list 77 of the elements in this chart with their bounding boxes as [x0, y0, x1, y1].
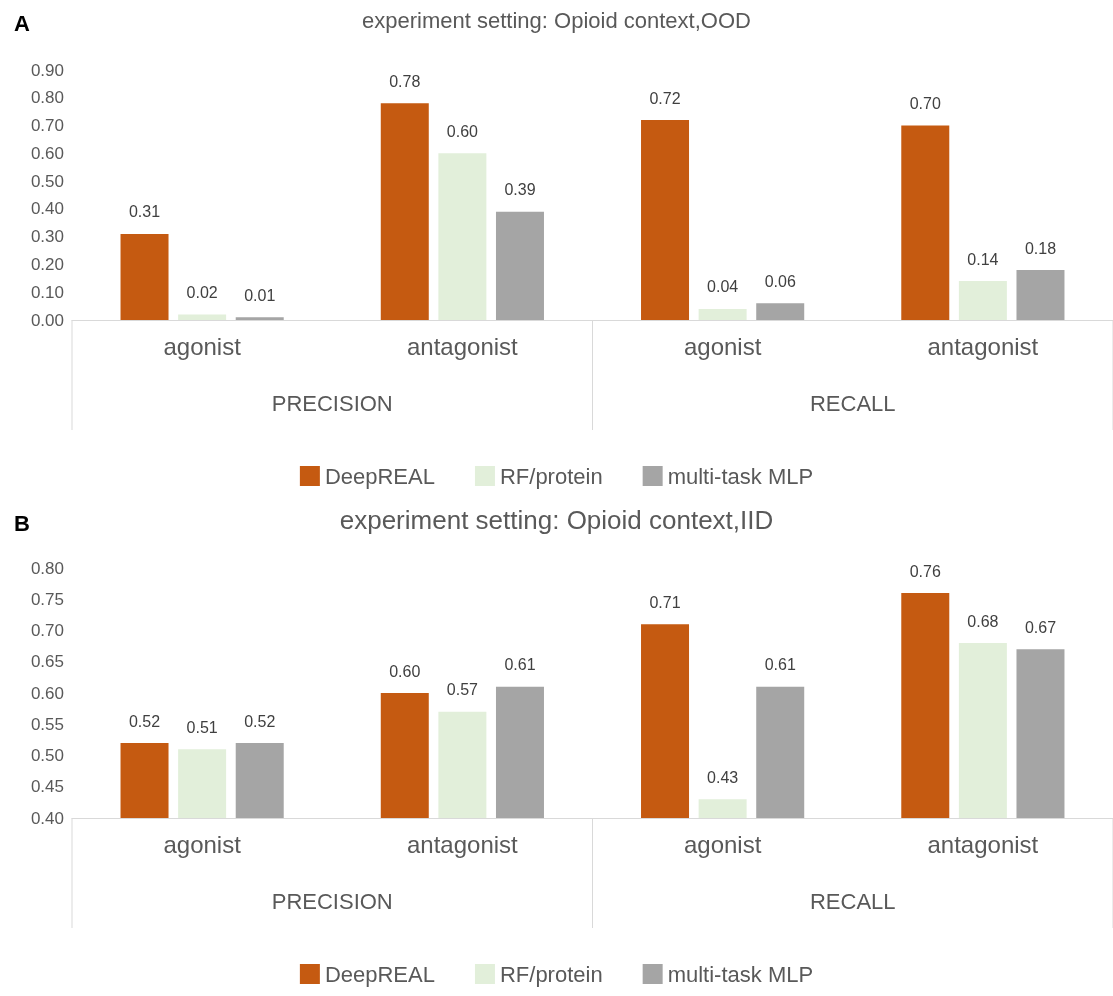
y-tick-label: 0.40: [30, 808, 64, 828]
x-tick-label: antagonist: [927, 830, 1039, 858]
x-tick-label: agonist: [163, 830, 242, 858]
bar: [235, 317, 284, 320]
text: PRECISION: [271, 888, 393, 914]
chart-title: experiment setting: Opioid context,OOD: [362, 7, 751, 33]
x-tick-label: antagonist: [406, 332, 519, 360]
y-tick-label: 0.60: [30, 143, 64, 163]
data-label: 0.71: [649, 593, 681, 611]
data-label: 0.04: [707, 278, 739, 296]
text: PRECISION: [271, 390, 393, 416]
text: B: [14, 510, 30, 536]
y-tick-label: 0.55: [30, 714, 64, 734]
data-label: 0.72: [649, 89, 681, 107]
legend-label: multi-task MLP: [667, 961, 814, 987]
bar: [698, 308, 747, 320]
data-label: 0.70: [909, 95, 941, 113]
y-tick-label: 0.50: [30, 171, 64, 191]
data-label: 0.06: [764, 272, 796, 290]
y-tick-label: 0.10: [30, 282, 64, 302]
data-label: 0.61: [764, 656, 796, 674]
data-label: 0.60: [389, 662, 421, 680]
data-label: 0.67: [1024, 618, 1057, 636]
bar: [641, 120, 690, 320]
data-label: 0.31: [128, 203, 161, 221]
x-tick-label: antagonist: [406, 830, 519, 858]
text: RECALL: [809, 390, 896, 416]
bar: [380, 103, 429, 320]
data-label: 0.57: [446, 681, 479, 699]
y-tick-label: 0.60: [30, 683, 64, 703]
y-tick-label: 0.30: [30, 227, 64, 247]
y-tick-label: 0.80: [30, 558, 64, 578]
bar: [178, 314, 227, 320]
y-tick-label: 0.20: [30, 254, 64, 274]
x-tick-label: antagonist: [927, 332, 1039, 360]
y-tick-label: 0.90: [30, 60, 64, 80]
bar: [495, 211, 544, 320]
chart-title: experiment setting: Opioid context,IID: [339, 505, 774, 535]
data-label: 0.39: [504, 181, 536, 199]
text: RECALL: [809, 888, 896, 914]
data-label: 0.14: [967, 250, 999, 268]
x-tick-label: agonist: [683, 830, 762, 858]
y-tick-label: 0.65: [30, 652, 64, 672]
text: A: [14, 10, 30, 36]
data-label: 0.76: [909, 562, 941, 580]
y-tick-label: 0.40: [30, 199, 64, 219]
legend-label: DeepREAL: [324, 463, 435, 489]
x-tick-label: agonist: [683, 332, 762, 360]
legend-label: RF/protein: [499, 961, 603, 987]
bar: [901, 125, 950, 320]
y-tick-label: 0.00: [30, 310, 64, 330]
data-label: 0.02: [186, 283, 218, 301]
y-tick-label: 0.45: [30, 777, 64, 797]
y-tick-label: 0.75: [30, 589, 64, 609]
data-label: 0.68: [967, 612, 999, 630]
legend-label: multi-task MLP: [667, 463, 814, 489]
data-label: 0.52: [128, 712, 161, 730]
y-tick-label: 0.70: [30, 116, 64, 136]
data-label: 0.78: [389, 72, 421, 90]
data-label: 0.52: [244, 712, 276, 730]
legend-label: DeepREAL: [324, 961, 435, 987]
bar: [120, 233, 169, 320]
bar: [756, 303, 805, 320]
legend-label: RF/protein: [499, 463, 603, 489]
y-tick-label: 0.80: [30, 88, 64, 108]
data-label: 0.18: [1024, 239, 1057, 257]
y-tick-label: 0.70: [30, 621, 64, 640]
y-tick-label: 0.50: [30, 746, 64, 765]
data-label: 0.61: [504, 656, 536, 674]
data-label: 0.60: [446, 122, 479, 140]
bar: [958, 281, 1007, 320]
bar: [1016, 270, 1065, 320]
bar: [438, 153, 487, 320]
data-label: 0.43: [707, 768, 739, 786]
data-label: 0.51: [186, 718, 218, 736]
x-tick-label: agonist: [163, 332, 242, 360]
data-label: 0.01: [244, 286, 276, 304]
